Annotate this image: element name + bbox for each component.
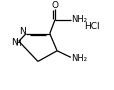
Text: N: N [19, 27, 26, 36]
Text: NH₂: NH₂ [71, 15, 87, 24]
Text: N: N [11, 38, 18, 47]
Text: NH₂: NH₂ [70, 54, 86, 63]
Text: HCl: HCl [83, 22, 99, 31]
Text: O: O [51, 1, 58, 10]
Text: H: H [15, 39, 21, 48]
